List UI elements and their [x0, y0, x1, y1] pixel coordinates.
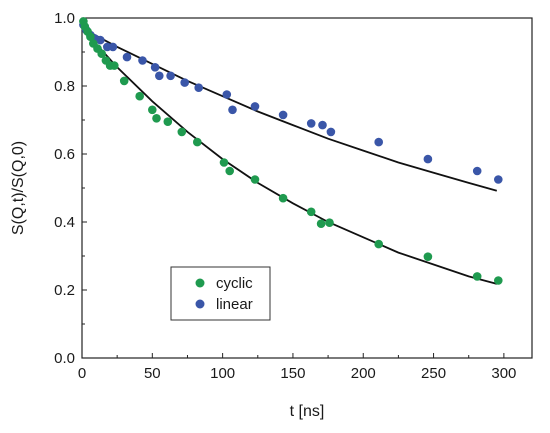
point-linear [326, 127, 336, 137]
x-tick-label: 200 [351, 365, 376, 382]
x-tick-label: 150 [280, 365, 305, 382]
point-cyclic [306, 207, 316, 217]
y-tick-label: 0.8 [54, 78, 75, 95]
point-linear [423, 154, 433, 164]
y-tick-label: 0.0 [54, 350, 75, 367]
point-linear [306, 119, 316, 128]
point-linear [250, 102, 260, 111]
point-cyclic [110, 61, 119, 70]
point-cyclic [250, 175, 260, 184]
y-tick-label: 0.4 [54, 214, 75, 231]
fit-curves [81, 27, 498, 285]
point-cyclic [148, 105, 157, 115]
x-tick-label: 300 [491, 365, 516, 382]
point-cyclic [177, 127, 187, 137]
point-cyclic [86, 32, 95, 41]
point-cyclic [193, 137, 202, 147]
data-points [79, 17, 503, 285]
y-tick-label: 0.2 [54, 282, 75, 299]
point-cyclic [494, 276, 503, 285]
y-tick-label: 1.0 [54, 10, 75, 27]
point-cyclic [472, 272, 482, 281]
legend-label-linear: linear [216, 296, 253, 313]
point-linear [166, 71, 175, 81]
point-linear [228, 105, 237, 115]
point-linear [318, 120, 327, 130]
point-cyclic [374, 239, 384, 249]
legend-marker-linear [195, 299, 205, 309]
point-linear [278, 110, 288, 120]
point-cyclic [97, 49, 106, 58]
point-cyclic [423, 252, 433, 261]
point-linear [150, 63, 160, 72]
point-cyclic [219, 158, 229, 167]
point-linear [222, 90, 232, 99]
point-linear [108, 42, 118, 52]
point-cyclic [325, 218, 334, 227]
fit-curve-linear [81, 27, 498, 192]
point-cyclic [163, 117, 173, 126]
x-axis-label: t [ns] [290, 403, 325, 420]
y-tick-label: 0.6 [54, 146, 75, 163]
y-axis-label: S(Q,t)/S(Q,0) [10, 141, 27, 235]
point-linear [472, 166, 482, 176]
point-linear [122, 52, 132, 62]
point-cyclic [278, 193, 288, 203]
x-tick-label: 250 [421, 365, 446, 382]
legend-box [170, 266, 271, 321]
x-tick-label: 0 [78, 365, 86, 382]
legend: cyclic linear [170, 266, 271, 321]
x-tick-label: 50 [144, 365, 161, 382]
point-linear [155, 71, 164, 81]
point-linear [138, 56, 147, 65]
point-cyclic [135, 91, 144, 101]
plot-frame [81, 17, 533, 359]
ticks: 0 50 100 150 200 250 300 0.0 0.2 0.4 0.6 0.8 1.0 [54, 10, 516, 382]
legend-marker-cyclic [195, 278, 205, 288]
x-tick-label: 100 [210, 365, 235, 382]
point-linear [374, 137, 384, 147]
point-cyclic [225, 166, 234, 176]
point-linear [194, 83, 203, 92]
point-cyclic [316, 219, 326, 228]
point-cyclic [152, 114, 161, 123]
point-linear [494, 175, 503, 184]
point-linear [180, 78, 189, 87]
point-linear [96, 35, 105, 45]
fit-curve-cyclic [81, 27, 498, 285]
point-cyclic [119, 76, 129, 86]
legend-label-cyclic: cyclic [216, 275, 253, 292]
